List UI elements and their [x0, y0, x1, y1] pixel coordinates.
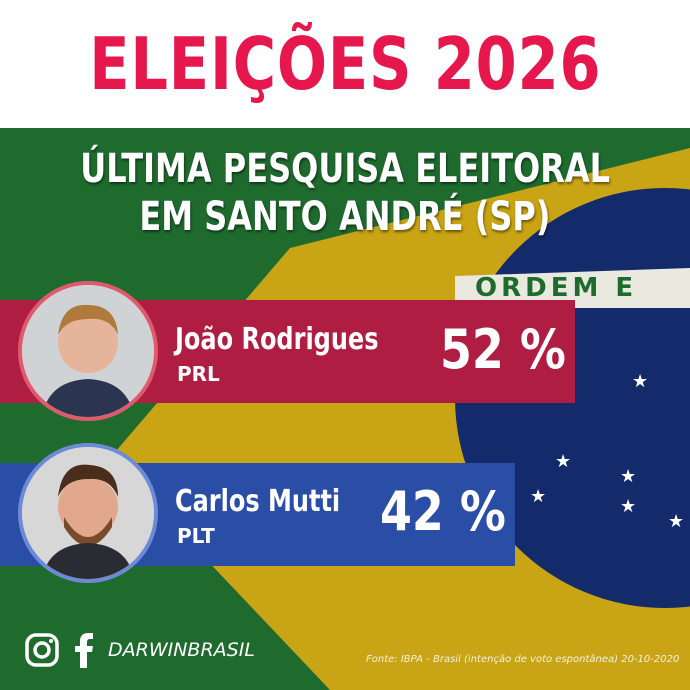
- avatar: [18, 443, 158, 583]
- subtitle-line-2: EM SANTO ANDRÉ (SP): [139, 194, 551, 240]
- star-icon: ★: [632, 371, 649, 392]
- source-note: Fonte: IBPA - Brasil (intenção de voto e…: [366, 654, 680, 665]
- social-handle[interactable]: DARWINBRASIL: [108, 639, 255, 661]
- subtitle-line-1: ÚLTIMA PESQUISA ELEITORAL: [80, 146, 610, 192]
- header: ELEIÇÕES 2026: [0, 0, 690, 128]
- candidate-party: PRL: [177, 362, 220, 386]
- star-icon: ★: [530, 486, 547, 507]
- candidate-name: João Rodrigues: [175, 322, 379, 357]
- instagram-icon[interactable]: [24, 632, 60, 668]
- star-icon: ★: [668, 511, 685, 532]
- subtitle: ÚLTIMA PESQUISA ELEITORAL EM SANTO ANDRÉ…: [0, 145, 690, 241]
- candidate-percent: 42 %: [380, 480, 506, 543]
- page-title: ELEIÇÕES 2026: [88, 22, 602, 106]
- social-footer: DARWINBRASIL: [24, 632, 255, 668]
- star-icon: ★: [555, 451, 572, 472]
- star-icon: ★: [620, 496, 637, 517]
- candidate-name: Carlos Mutti: [175, 484, 341, 519]
- star-icon: ★: [620, 466, 637, 487]
- facebook-icon[interactable]: [74, 632, 94, 668]
- candidate-party: PLT: [177, 524, 215, 548]
- candidate-percent: 52 %: [440, 318, 566, 381]
- brazil-flag-background: ORDEM E ★ ★ ★ ★ ★ ★: [0, 128, 690, 690]
- avatar: [18, 281, 158, 421]
